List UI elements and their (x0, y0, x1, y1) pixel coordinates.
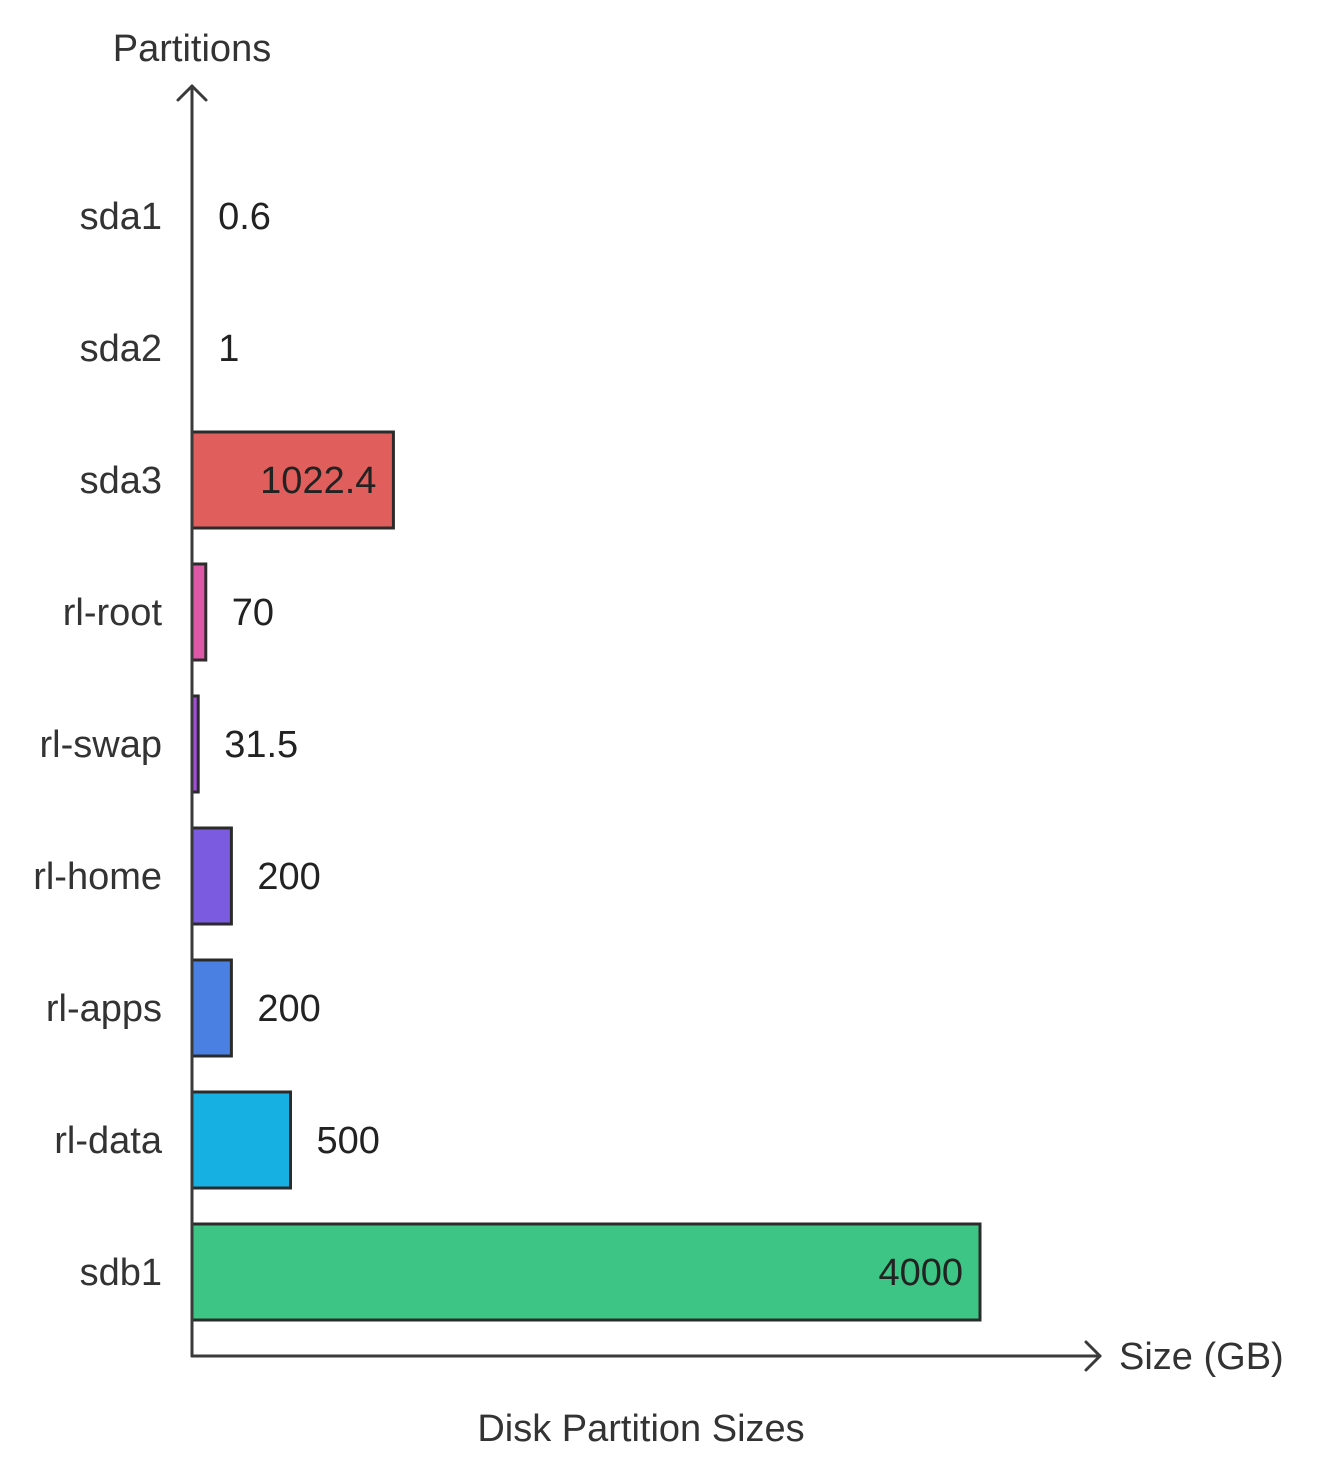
value-label: 1 (218, 328, 239, 370)
y-axis-title: Partitions (113, 28, 271, 70)
x-axis-arrowhead (1084, 1340, 1102, 1372)
value-label: 31.5 (224, 724, 298, 766)
value-label: 1022.4 (260, 460, 376, 502)
category-label: rl-data (54, 1120, 163, 1162)
value-label: 4000 (878, 1252, 963, 1294)
category-label: sdb1 (80, 1252, 162, 1294)
bar (190, 958, 233, 1058)
labels-layer: sda1 0.6 sda2 1 sda3 1022.4 rl-root 70 rl-swap 31… (33, 196, 963, 1294)
axes (176, 84, 1102, 1372)
bar (190, 562, 208, 662)
bar (190, 1222, 982, 1322)
value-label: 200 (257, 988, 320, 1030)
category-label: sda3 (80, 460, 162, 502)
value-label: 500 (317, 1120, 380, 1162)
category-label: sda1 (80, 196, 162, 238)
chart-title: Disk Partition Sizes (477, 1408, 804, 1450)
category-label: rl-apps (46, 988, 162, 1030)
y-axis-arrowhead (176, 84, 208, 102)
category-label: rl-swap (40, 724, 162, 766)
value-label: 200 (257, 856, 320, 898)
bar (190, 826, 233, 926)
bar (190, 430, 395, 530)
category-label: sda2 (80, 328, 162, 370)
value-label: 70 (232, 592, 274, 634)
category-label: rl-root (63, 592, 163, 634)
category-label: rl-home (33, 856, 162, 898)
bars-layer (190, 430, 982, 1322)
x-axis-title: Size (GB) (1119, 1336, 1284, 1378)
value-label: 0.6 (218, 196, 271, 238)
bar (190, 1090, 292, 1190)
